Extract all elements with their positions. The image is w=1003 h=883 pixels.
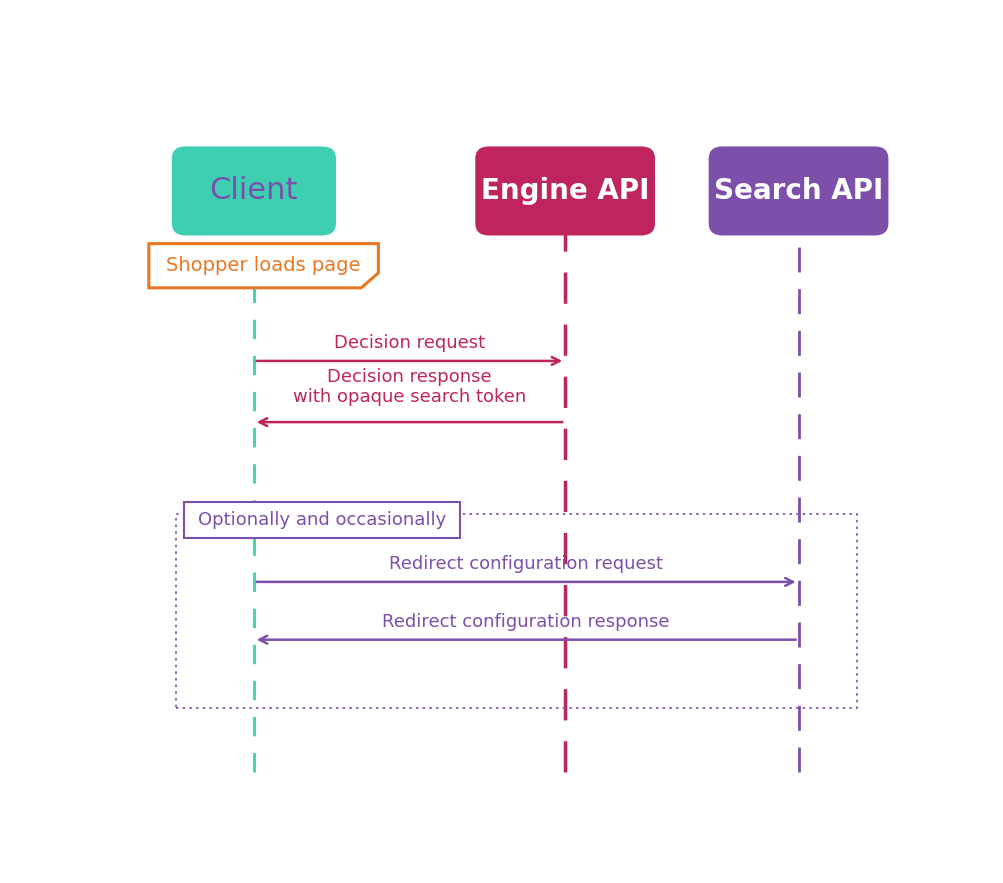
Text: Client: Client (210, 177, 298, 206)
Text: Search API: Search API (713, 177, 883, 205)
Text: Engine API: Engine API (480, 177, 649, 205)
Text: Redirect configuration response: Redirect configuration response (382, 613, 669, 630)
Text: Optionally and occasionally: Optionally and occasionally (198, 510, 445, 529)
Polygon shape (148, 244, 378, 288)
Text: Decision response
with opaque search token: Decision response with opaque search tok… (293, 367, 526, 406)
Bar (184, 502, 459, 538)
FancyBboxPatch shape (708, 147, 888, 236)
FancyBboxPatch shape (172, 147, 336, 236)
Text: Redirect configuration request: Redirect configuration request (389, 555, 663, 573)
FancyBboxPatch shape (474, 147, 654, 236)
Bar (176, 514, 857, 707)
Text: Shopper loads page: Shopper loads page (166, 256, 360, 275)
Text: Decision request: Decision request (334, 334, 484, 352)
